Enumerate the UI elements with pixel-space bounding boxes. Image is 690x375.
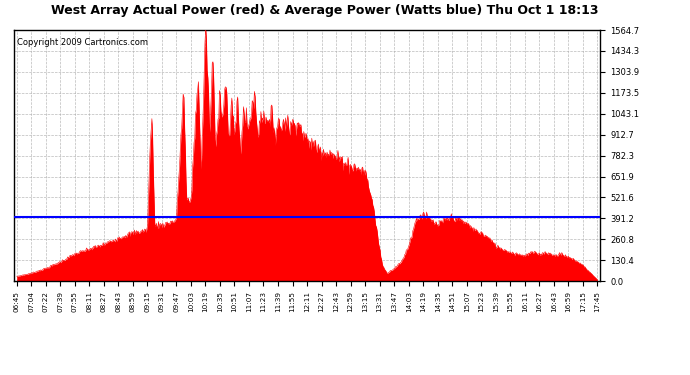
Text: West Array Actual Power (red) & Average Power (Watts blue) Thu Oct 1 18:13: West Array Actual Power (red) & Average … [50,4,598,17]
Text: Copyright 2009 Cartronics.com: Copyright 2009 Cartronics.com [17,38,148,46]
